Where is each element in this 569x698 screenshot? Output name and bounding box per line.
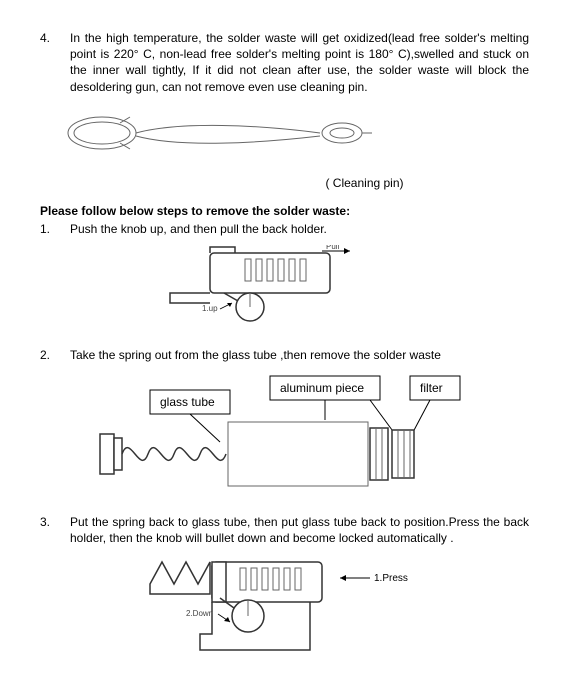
step2-num: 2.	[40, 347, 70, 363]
glass-tube-label: glass tube	[160, 395, 215, 409]
step3-num: 3.	[40, 514, 70, 546]
up-label: 1.up	[202, 304, 218, 313]
pull-label: Pull	[326, 245, 340, 251]
cleaning-pin-figure: ( Cleaning pin)	[40, 103, 529, 191]
press-label: 1.Press	[374, 573, 408, 584]
intro-item: 4. In the high temperature, the solder w…	[40, 30, 529, 95]
step1-text: Push the knob up, and then pull the back…	[70, 221, 529, 237]
intro-num: 4.	[40, 30, 70, 95]
step1-figure: Pull 1.up	[150, 245, 529, 335]
step2-text: Take the spring out from the glass tube …	[70, 347, 529, 363]
step2-figure: glass tube aluminum piece filter	[60, 372, 529, 502]
step1-item: 1. Push the knob up, and then pull the b…	[40, 221, 529, 237]
step3-text: Put the spring back to glass tube, then …	[70, 514, 529, 546]
filter-label: filter	[420, 381, 443, 395]
cleaning-pin-caption: ( Cleaning pin)	[200, 175, 529, 191]
intro-text: In the high temperature, the solder wast…	[70, 30, 529, 95]
step3-figure: 1.Press 2.Down	[140, 554, 529, 654]
steps-heading: Please follow below steps to remove the …	[40, 203, 529, 219]
down-label: 2.Down	[186, 609, 213, 618]
step1-num: 1.	[40, 221, 70, 237]
step3-item: 3. Put the spring back to glass tube, th…	[40, 514, 529, 546]
step2-item: 2. Take the spring out from the glass tu…	[40, 347, 529, 363]
aluminum-piece-label: aluminum piece	[280, 381, 364, 395]
